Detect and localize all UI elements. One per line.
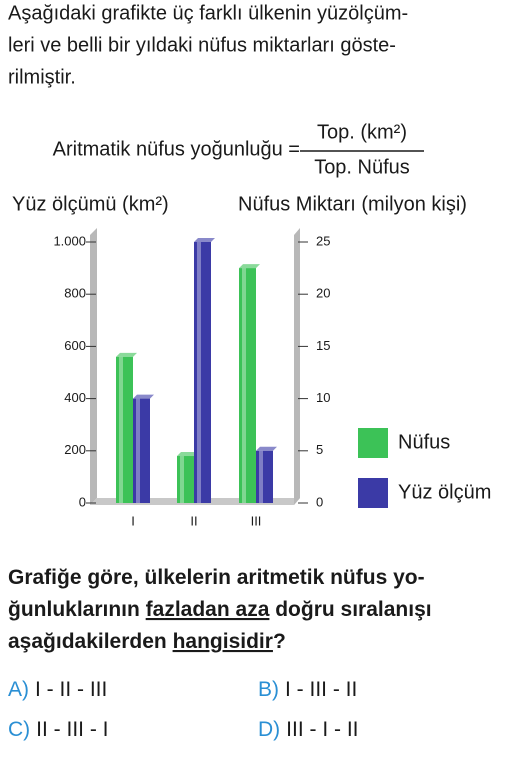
bar: [194, 242, 211, 503]
y-tick-label: 400: [64, 390, 86, 405]
question-text: hangisidir: [173, 630, 273, 653]
bar-shine: [136, 398, 140, 503]
option-letter: D): [258, 718, 280, 741]
bar-top: [177, 452, 198, 457]
bar-top: [239, 264, 260, 269]
y2-tick-label: 0: [316, 494, 323, 509]
question-text: ?: [273, 630, 286, 653]
formula-numerator: Top. (km²): [317, 121, 407, 143]
bar-shine: [197, 242, 201, 503]
question-text: fazladan aza: [146, 598, 270, 621]
intro-line: leri ve belli bir yıldaki nüfus miktarla…: [8, 34, 396, 56]
option-text: II - III - I: [36, 718, 108, 741]
option[interactable]: C) II - III - I: [8, 718, 109, 741]
bar: [239, 268, 256, 503]
y2-axis-title: Nüfus Miktarı (milyon kişi): [238, 193, 467, 215]
option-letter: C): [8, 718, 30, 741]
legend-label: Yüz ölçüm: [398, 481, 491, 503]
x-tick-label: III: [251, 513, 262, 528]
y-tick-label: 0: [79, 494, 86, 509]
legend-label: Nüfus: [398, 431, 450, 453]
x-tick-label: II: [190, 513, 197, 528]
y2-tick-label: 20: [316, 286, 330, 301]
axis-wall: [294, 228, 300, 505]
y2-tick-label: 25: [316, 233, 330, 248]
formula-denominator: Top. Nüfus: [314, 156, 410, 178]
intro-line: Aşağıdaki grafikte üç farklı ülkenin yüz…: [8, 2, 408, 24]
legend-swatch: [358, 428, 388, 458]
y2-tick-label: 15: [316, 338, 330, 353]
question-text: aşağıdakilerden: [8, 630, 173, 653]
y-axis-title: Yüz ölçümü (km²): [12, 193, 169, 215]
option-text: I - II - III: [35, 678, 107, 701]
bar: [116, 356, 133, 503]
intro-line: rilmiştir.: [8, 66, 76, 88]
bar-top: [256, 446, 277, 451]
option[interactable]: B) I - III - II: [258, 678, 357, 701]
x-tick-label: I: [131, 513, 135, 528]
y-tick-label: 1.000: [53, 233, 86, 248]
option[interactable]: A) I - II - III: [8, 678, 107, 701]
bar: [177, 456, 194, 503]
bar-top: [133, 394, 154, 399]
y2-tick-label: 5: [316, 442, 323, 457]
option-text: III - I - II: [286, 718, 358, 741]
question-line: Grafiğe göre, ülkelerin aritmetik nüfus …: [8, 566, 425, 589]
option[interactable]: D) III - I - II: [258, 718, 359, 741]
y-tick-label: 800: [64, 286, 86, 301]
question-text: doğru sıralanışı: [269, 598, 431, 621]
formula-label: Aritmatik nüfus yoğunluğu =: [53, 138, 300, 160]
bar-shine: [259, 450, 263, 503]
bar-shine: [180, 456, 184, 503]
bar: [256, 450, 273, 503]
bar-shine: [242, 268, 246, 503]
question-text: Grafiğe göre, ülkelerin aritmetik nüfus …: [8, 566, 425, 589]
option-text: I - III - II: [285, 678, 357, 701]
axis-wall: [90, 228, 97, 505]
bar-top: [194, 238, 215, 242]
option-letter: A): [8, 678, 29, 701]
option-letter: B): [258, 678, 279, 701]
y2-tick-label: 10: [316, 390, 330, 405]
bar-shine: [119, 356, 123, 503]
bar: [133, 398, 150, 503]
legend-swatch: [358, 478, 388, 508]
y-tick-label: 600: [64, 338, 86, 353]
question-line: ğunluklarının fazladan aza doğru sıralan…: [8, 598, 432, 621]
y-tick-label: 200: [64, 442, 86, 457]
question-text: ğunluklarının: [8, 598, 146, 621]
bar-top: [116, 352, 137, 357]
question-line: aşağıdakilerden hangisidir?: [8, 630, 286, 653]
